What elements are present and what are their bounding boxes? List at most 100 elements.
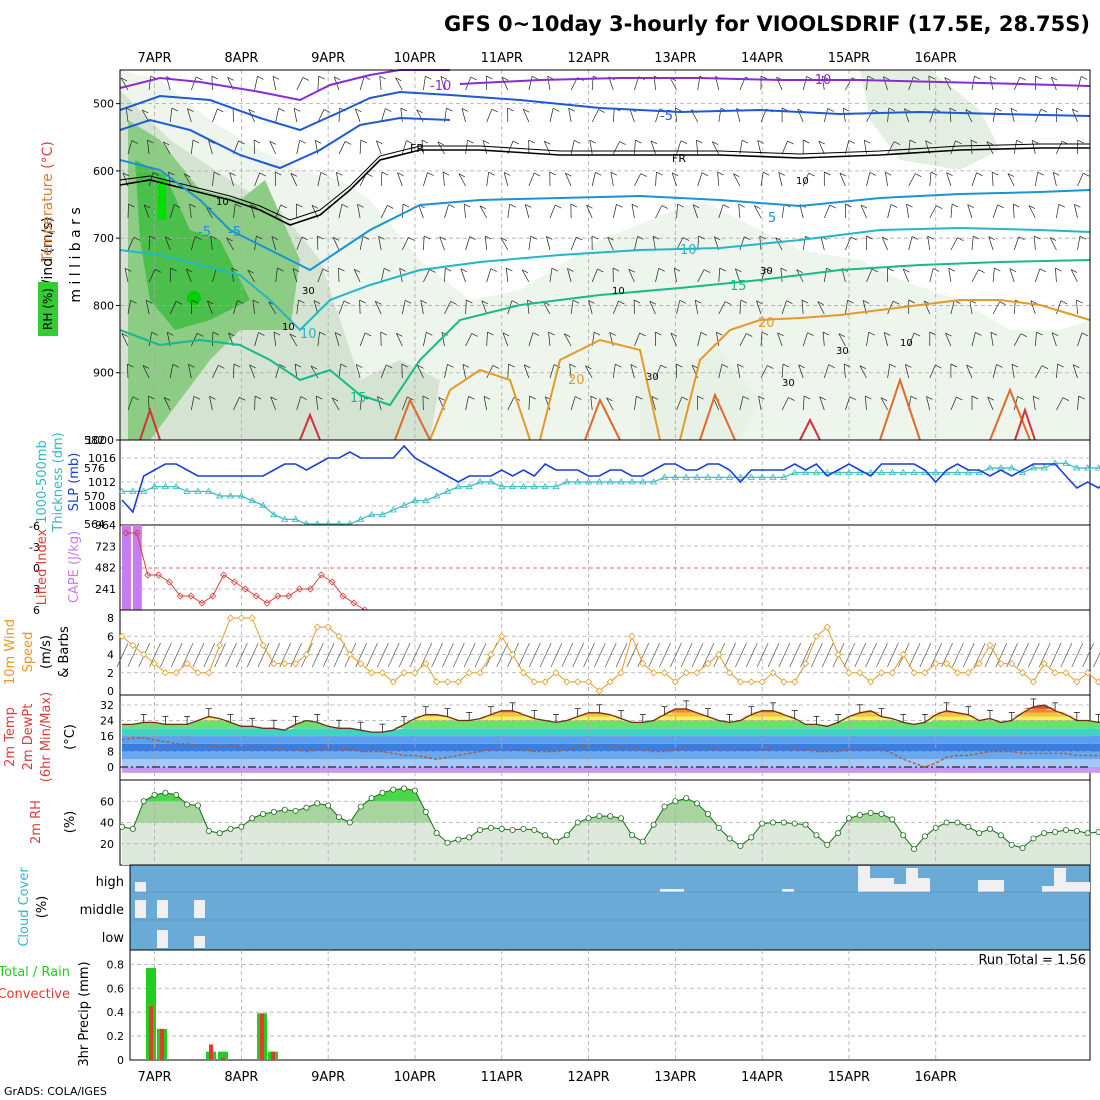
li-marker — [209, 592, 217, 600]
pressure-tick-label: 500 — [93, 98, 114, 111]
wind-barb — [606, 397, 614, 411]
wind-barb — [439, 236, 445, 251]
upper-air-ylabel: Wind (m/s) . . Temperature (°C) m i l l … — [38, 141, 84, 336]
wind-barb — [1018, 236, 1025, 241]
wind-barb — [583, 642, 595, 668]
label-wind-unit: (m/s) — [40, 217, 56, 258]
wind-barb — [866, 76, 869, 91]
wind-barb — [567, 268, 572, 283]
wind-barb — [610, 172, 614, 187]
wind-barb — [1077, 139, 1084, 144]
cape-bars — [122, 525, 142, 610]
thickness-marker — [183, 487, 191, 494]
wind-barb — [1011, 363, 1019, 368]
wind-barb — [548, 332, 551, 347]
wind-marker — [617, 669, 625, 677]
rh-marker — [227, 825, 234, 832]
wind-barb — [905, 364, 912, 368]
rh-marker — [553, 838, 560, 845]
wind-barb — [967, 204, 973, 219]
wind-barb — [778, 642, 791, 668]
wind-barb — [1034, 365, 1043, 379]
wind-barb — [677, 203, 684, 208]
wind-barb — [431, 642, 443, 668]
wind-barb — [254, 395, 262, 400]
wind-barb — [380, 108, 386, 123]
wind-barb — [775, 237, 783, 251]
thickness-tick-label: 582 — [84, 434, 105, 447]
wind-barb — [189, 203, 196, 208]
thickness-marker — [790, 468, 799, 476]
wind-barb — [679, 300, 686, 304]
wind-barb — [758, 395, 765, 400]
rh-marker — [835, 830, 842, 837]
wind-barb — [742, 396, 750, 400]
rh-marker — [346, 819, 353, 826]
wind-barb — [691, 364, 699, 369]
thickness-marker — [1051, 459, 1059, 466]
date-label: 7APR — [138, 51, 172, 66]
isotherm-minus5 — [119, 90, 1091, 132]
wind-barb — [1037, 171, 1044, 176]
wind-barb — [570, 203, 578, 208]
wind-barb — [214, 642, 226, 668]
li-marker — [241, 585, 249, 593]
wind-barb — [164, 236, 171, 251]
wind-barb — [211, 75, 219, 80]
wind-barb — [637, 236, 644, 240]
wind-barb — [293, 107, 301, 112]
thickness-marker — [237, 492, 246, 499]
thickness-marker — [1040, 464, 1048, 471]
wind-barb — [760, 75, 768, 80]
rh-marker — [650, 821, 657, 828]
wind-speed-markers — [118, 614, 1100, 695]
isotherm-minus5 — [119, 116, 451, 170]
wind-barb — [651, 396, 656, 411]
wind-barb — [894, 141, 901, 145]
wind-barb — [971, 395, 979, 400]
wind-barb — [142, 365, 150, 379]
wind-barb — [275, 268, 278, 283]
pressure-tick-label: 700 — [93, 232, 114, 245]
wind-barb — [120, 77, 129, 91]
wind-barb — [635, 139, 642, 144]
wind-barb — [819, 396, 825, 411]
li-marker — [296, 585, 304, 593]
wind-barb — [154, 268, 162, 273]
wind-barb — [338, 204, 343, 219]
wind-marker — [574, 678, 582, 686]
precip-tick-label: 0.8 — [107, 958, 125, 971]
wind-barb — [567, 268, 574, 272]
wind-barb — [168, 171, 175, 176]
wind-barb — [737, 364, 741, 379]
wind-barb — [1013, 140, 1017, 155]
wind-barb — [401, 140, 407, 155]
wind-barb — [226, 237, 234, 251]
wind-barb — [336, 171, 343, 176]
wind-barb — [209, 395, 216, 400]
wind-barb — [450, 301, 457, 305]
wind-barb — [249, 364, 255, 379]
wind-barb — [1035, 75, 1042, 80]
wind-barb — [441, 332, 445, 347]
wind-marker — [736, 678, 745, 686]
cloud-gap — [1054, 868, 1066, 892]
wind-barb — [1031, 140, 1039, 144]
wind-barb — [612, 364, 616, 379]
wind-barb — [914, 332, 921, 337]
wind-barb — [504, 172, 511, 176]
wind-barb — [765, 268, 772, 272]
wind-barb — [890, 204, 898, 208]
thickness-marker — [443, 487, 452, 494]
thickness-marker — [205, 487, 213, 494]
li-tick-label: 6 — [33, 604, 40, 617]
wind-barb — [127, 237, 135, 251]
wind-marker — [226, 614, 235, 622]
wind-barb — [883, 76, 890, 80]
thickness-marker — [584, 478, 593, 485]
wind-barb — [569, 364, 572, 379]
label-cloud: Cloud Cover — [17, 867, 32, 947]
wind-barb — [612, 141, 620, 155]
wind-barb — [640, 173, 647, 177]
wind-marker — [595, 687, 603, 695]
